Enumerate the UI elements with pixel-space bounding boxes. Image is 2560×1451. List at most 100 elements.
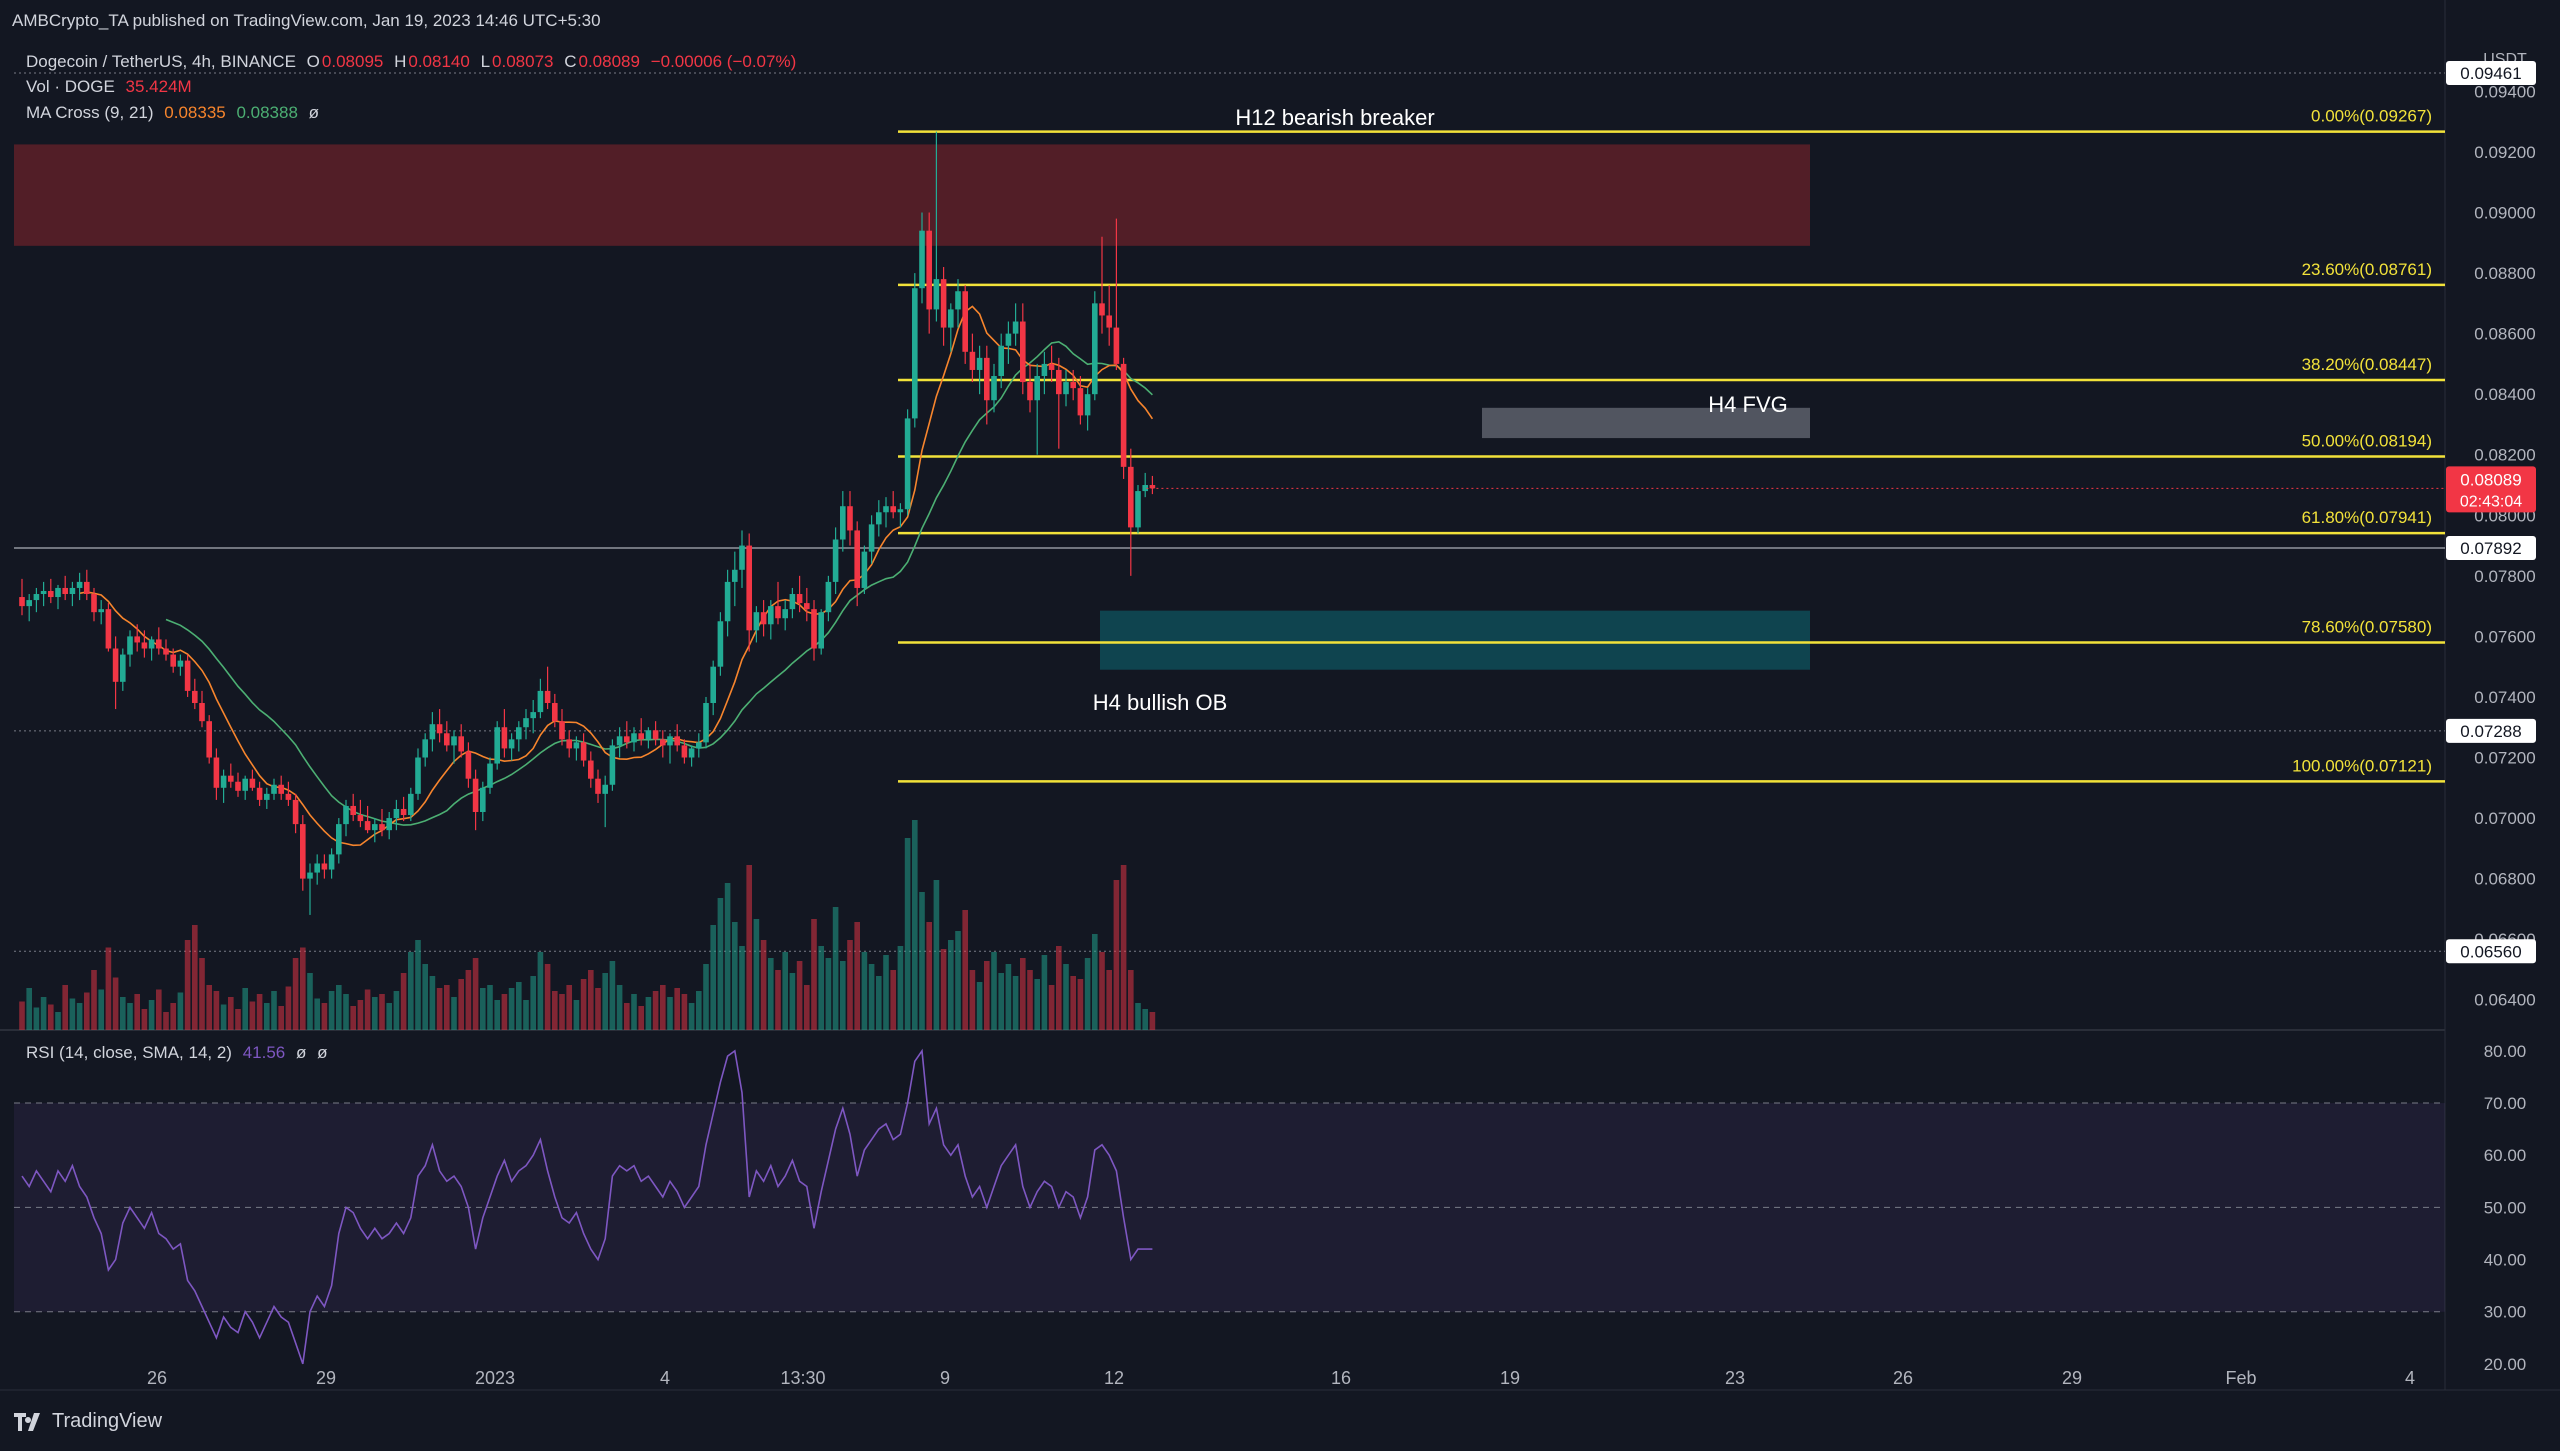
zone-3	[1100, 610, 1810, 670]
candle-body	[69, 587, 76, 595]
candle-body	[1142, 485, 1148, 492]
volume-legend[interactable]: Vol · DOGE 35.424M	[26, 77, 198, 97]
candle-body	[314, 863, 320, 873]
volume-bar	[170, 1003, 176, 1030]
volume-bar	[1135, 1003, 1141, 1030]
volume-bar	[760, 940, 767, 1030]
rsi-tick: 50.00	[2484, 1198, 2527, 1217]
price-tick: 0.09200	[2474, 143, 2535, 162]
rsi-symbol-1: ø	[295, 1043, 307, 1062]
volume-bar	[487, 985, 493, 1030]
candle-body	[292, 799, 299, 825]
fib-label-3: 50.00%(0.08194)	[2302, 432, 2432, 451]
candle-body	[530, 712, 536, 719]
candle-body	[595, 778, 601, 794]
volume-bar	[264, 1003, 270, 1030]
volume-bar	[530, 976, 536, 1030]
volume-bar	[976, 982, 983, 1030]
publisher-text: AMBCrypto_TA published on TradingView.co…	[12, 11, 601, 30]
volume-bar	[26, 988, 32, 1030]
candle-body	[782, 609, 788, 619]
o-value: 0.08095	[321, 52, 384, 71]
volume-bar	[602, 973, 608, 1030]
price-tick: 0.09400	[2474, 82, 2535, 101]
ma-cross-legend[interactable]: MA Cross (9, 21) 0.08335 0.08388 ø	[26, 103, 325, 123]
volume-bar	[811, 919, 817, 1030]
price-tick: 0.07400	[2474, 688, 2535, 707]
candle-body	[609, 745, 616, 785]
volume-value: 35.424M	[125, 77, 192, 96]
l-value: 0.08073	[492, 52, 554, 71]
price-tick: 0.07800	[2474, 567, 2535, 586]
volume-bar	[847, 940, 853, 1030]
volume-bar	[559, 994, 565, 1030]
price-tick: 0.08600	[2474, 325, 2535, 344]
volume-bar	[717, 898, 724, 1030]
c-value: 0.08089	[578, 52, 640, 71]
zone-2	[1482, 407, 1810, 439]
price-tick: 0.07000	[2474, 809, 2535, 828]
fib-label-5: 78.60%(0.07580)	[2302, 617, 2432, 636]
candle-body	[876, 512, 882, 525]
candle-body	[170, 654, 176, 667]
volume-bar	[292, 958, 299, 1030]
tradingview-brand[interactable]: TradingView	[14, 1410, 162, 1433]
volume-bar	[724, 883, 731, 1030]
volume-bar	[890, 970, 896, 1030]
ohlc-open: O 0.08095	[307, 52, 384, 71]
candle-body	[890, 506, 896, 513]
candle-body	[962, 291, 968, 352]
candle-body	[328, 854, 335, 870]
rsi-tick: 70.00	[2484, 1094, 2527, 1113]
candle-body	[472, 778, 479, 813]
volume-bar	[1120, 865, 1127, 1030]
candle-body	[602, 784, 608, 794]
change-value: −0.00006 (−0.07%)	[650, 52, 797, 71]
price-badge-text-3: 0.07288	[2460, 722, 2521, 741]
volume-bar	[98, 989, 104, 1030]
ma-slow-value: 0.08388	[236, 103, 298, 122]
candle-body	[1027, 382, 1033, 401]
candle-body	[393, 808, 400, 819]
volume-bar	[523, 1000, 529, 1030]
candle-body	[300, 824, 306, 879]
volume-bar	[220, 1004, 227, 1030]
candle-body	[624, 736, 630, 743]
zone-label-3: H4 bullish OB	[1093, 690, 1228, 715]
symbol-legend[interactable]: Dogecoin / TetherUS, 4h, BINANCE O 0.0809…	[26, 52, 802, 72]
volume-bar	[573, 1000, 580, 1030]
volume-bar	[1005, 964, 1012, 1030]
volume-bar	[1056, 946, 1062, 1030]
candle-body	[192, 690, 198, 704]
candle-body	[760, 612, 767, 625]
volume-bar	[508, 988, 515, 1030]
volume-bar	[868, 964, 875, 1030]
candle-body	[616, 736, 623, 746]
candle-body	[552, 703, 558, 722]
price-tick: 0.08800	[2474, 264, 2535, 283]
candle-body	[739, 545, 745, 570]
candle-body	[62, 587, 68, 595]
volume-bar	[883, 955, 889, 1030]
candle-body	[631, 733, 637, 743]
candle-body	[76, 581, 83, 588]
ma-fast-value: 0.08335	[164, 103, 226, 122]
candle-body	[26, 600, 32, 607]
h-value: 0.08140	[408, 52, 470, 71]
volume-bar	[1113, 880, 1120, 1030]
volume-bar	[1027, 970, 1033, 1030]
volume-bar	[307, 973, 313, 1030]
volume-bar	[105, 947, 112, 1030]
volume-bar	[343, 994, 349, 1030]
candle-body	[1077, 388, 1084, 416]
candle-body	[940, 279, 947, 328]
candle-body	[357, 815, 364, 822]
candle-body	[1056, 369, 1062, 395]
candle-body	[1048, 363, 1055, 370]
countdown-text: 02:43:04	[2460, 493, 2522, 510]
rsi-symbol-2: ø	[317, 1043, 328, 1062]
price-badge-3	[2446, 718, 2536, 743]
rsi-legend[interactable]: RSI (14, close, SMA, 14, 2) 41.56 ø ø	[26, 1043, 334, 1063]
candle-body	[710, 666, 716, 704]
